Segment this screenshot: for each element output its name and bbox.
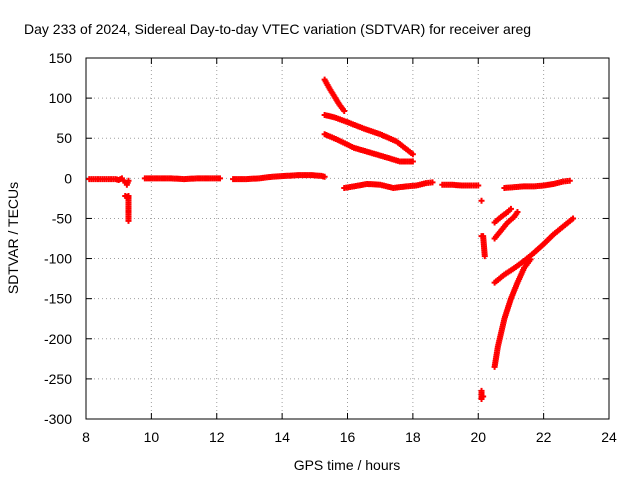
- data-point: [125, 177, 132, 184]
- data-point: [507, 205, 514, 212]
- x-tick-label: 18: [405, 429, 421, 445]
- chart-title: Day 233 of 2024, Sidereal Day-to-day VTE…: [24, 21, 531, 37]
- data-point: [429, 179, 436, 186]
- data-point: [566, 177, 573, 184]
- x-tick-label: 20: [470, 429, 486, 445]
- data-point: [217, 175, 224, 182]
- data-point: [514, 209, 521, 216]
- y-tick-label: 150: [49, 50, 73, 66]
- data-point: [321, 173, 328, 180]
- x-tick-label: 22: [536, 429, 552, 445]
- data-point: [409, 151, 416, 158]
- data-layer: [86, 76, 577, 402]
- y-tick-label: 100: [49, 90, 73, 106]
- y-tick-label: 50: [56, 130, 72, 146]
- y-tick-label: -150: [44, 291, 72, 307]
- data-point: [341, 107, 348, 114]
- data-point: [480, 393, 487, 400]
- x-tick-label: 8: [82, 429, 90, 445]
- y-axis-label: SDTVAR / TECUs: [5, 182, 21, 294]
- tick-layer: 8 10 12 14 16 18 20 22 24 150 100 50 0 -50 -100 -150 -20…: [44, 50, 617, 445]
- y-tick-label: -300: [44, 411, 72, 427]
- x-axis-label: GPS time / hours: [294, 457, 401, 473]
- y-tick-label: -200: [44, 331, 72, 347]
- x-tick-label: 24: [601, 429, 617, 445]
- data-point: [481, 253, 488, 260]
- data-point: [475, 182, 482, 189]
- data-point: [527, 256, 534, 263]
- y-tick-label: -50: [52, 210, 72, 226]
- data-point: [570, 215, 577, 222]
- x-tick-label: 14: [274, 429, 290, 445]
- data-point: [125, 217, 132, 224]
- data-point: [478, 197, 485, 204]
- y-tick-label: -250: [44, 371, 72, 387]
- x-tick-label: 16: [340, 429, 356, 445]
- y-tick-label: 0: [64, 170, 72, 186]
- y-tick-label: -100: [44, 251, 72, 267]
- x-tick-label: 12: [209, 429, 225, 445]
- grid-layer: [86, 58, 609, 419]
- x-tick-label: 10: [144, 429, 160, 445]
- data-point: [409, 158, 416, 165]
